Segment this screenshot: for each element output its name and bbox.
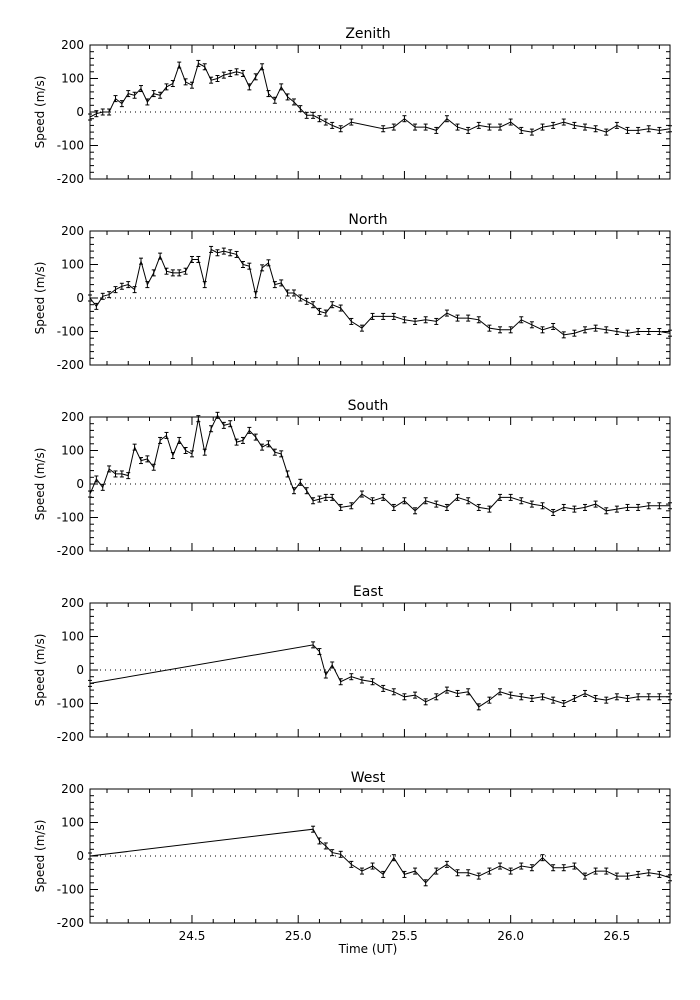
panel-title: East (353, 584, 384, 600)
y-axis-label: Speed (m/s) (33, 634, 47, 707)
panel-zenith: Zenith 200 100 0 -100 -200 Speed (m/s) (33, 26, 672, 186)
y-tick-label: 0 (76, 663, 84, 677)
x-tick-label: 25.5 (391, 929, 418, 943)
panel-south: South 200 100 0 -100 -200 Speed (m/s) (33, 398, 672, 558)
panel-title: West (351, 770, 386, 786)
y-tick-label: 100 (61, 258, 84, 272)
panel-title: South (348, 398, 389, 414)
y-tick-label: 100 (61, 816, 84, 830)
y-tick-label: 0 (76, 477, 84, 491)
y-tick-label: 0 (76, 105, 84, 119)
y-tick-label: 200 (61, 224, 84, 238)
y-tick-label: -200 (57, 358, 84, 372)
y-tick-label: 200 (61, 782, 84, 796)
y-tick-label: -100 (57, 139, 84, 153)
y-tick-label: 200 (61, 38, 84, 52)
y-tick-label: -100 (57, 883, 84, 897)
y-tick-label: 100 (61, 630, 84, 644)
x-tick-label: 26.5 (604, 929, 631, 943)
y-axis-label: Speed (m/s) (33, 820, 47, 893)
panel-north: North 200 100 0 -100 -200 Speed (m/s) (33, 212, 672, 372)
series-line (89, 414, 670, 514)
y-tick-label: -200 (57, 916, 84, 930)
x-axis-label: Time (UT) (338, 942, 398, 956)
panel-west: West 200 100 0 -100 -200 Speed (m/s) 24.5 25.0 25… (33, 770, 672, 956)
y-axis-label: Speed (m/s) (33, 262, 47, 335)
panel-east: East 200 100 0 -100 -200 Speed (m/s) (33, 584, 672, 744)
panel-title: Zenith (345, 26, 390, 42)
y-tick-label: -100 (57, 511, 84, 525)
y-tick-label: 0 (76, 849, 84, 863)
series-line (89, 644, 670, 708)
x-tick-label: 25.0 (285, 929, 312, 943)
series-line (89, 62, 671, 133)
y-tick-label: -200 (57, 172, 84, 186)
y-tick-label: 100 (61, 444, 84, 458)
x-tick-label: 24.5 (179, 929, 206, 943)
y-tick-label: 200 (61, 410, 84, 424)
y-tick-label: -100 (57, 697, 84, 711)
x-tick-label: 26.0 (497, 929, 524, 943)
panel-title: North (348, 212, 387, 228)
y-tick-label: -100 (57, 325, 84, 339)
y-tick-label: 0 (76, 291, 84, 305)
y-tick-label: -200 (57, 730, 84, 744)
y-axis-label: Speed (m/s) (33, 76, 47, 149)
y-axis-label: Speed (m/s) (33, 448, 47, 521)
series-line (89, 248, 671, 336)
y-tick-label: -200 (57, 544, 84, 558)
y-tick-label: 200 (61, 596, 84, 610)
y-tick-label: 100 (61, 72, 84, 86)
